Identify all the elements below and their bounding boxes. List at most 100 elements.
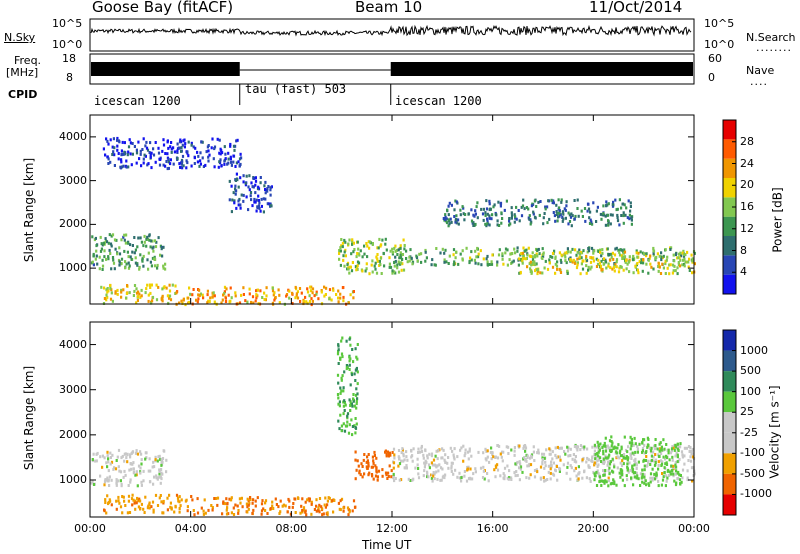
echo-cell — [678, 478, 682, 482]
echo-cell — [318, 497, 322, 500]
echo-cell — [254, 183, 257, 187]
echo-cell — [390, 469, 393, 473]
echo-cell — [258, 201, 261, 205]
echo-cell — [652, 267, 655, 271]
echo-cell — [121, 511, 124, 515]
echo-cell — [576, 448, 579, 452]
echo-cell — [596, 469, 599, 473]
nave-tick-top: 60 — [708, 52, 722, 65]
echo-cell — [488, 223, 491, 227]
echo-cell — [514, 251, 517, 255]
echo-cell — [628, 217, 631, 221]
echo-cell — [104, 153, 107, 157]
echo-cell — [524, 449, 527, 453]
echo-cell — [500, 455, 503, 459]
echo-cell — [307, 497, 310, 501]
echo-cell — [120, 257, 124, 261]
echo-cell — [160, 247, 163, 251]
echo-cell — [409, 479, 412, 482]
velocity-colorbar-segment — [723, 391, 736, 413]
echo-cell — [636, 255, 639, 259]
cpid-segment-1: icescan 1200 — [94, 94, 181, 108]
echo-cell — [355, 422, 358, 426]
echo-cell — [386, 450, 389, 454]
echo-cell — [181, 154, 185, 158]
echo-cell — [288, 289, 291, 293]
echo-cell — [587, 249, 591, 253]
echo-cell — [464, 451, 467, 455]
power-colorbar-label: 4 — [740, 265, 747, 279]
echo-cell — [185, 159, 188, 163]
echo-cell — [683, 446, 686, 450]
echo-cell — [569, 215, 573, 219]
echo-cell — [507, 452, 510, 455]
echo-cell — [672, 464, 675, 468]
echo-cell — [337, 296, 340, 300]
echo-cell — [459, 252, 462, 256]
echo-cell — [229, 299, 232, 303]
echo-cell — [131, 244, 134, 247]
echo-cell — [693, 251, 696, 255]
echo-cell — [265, 294, 268, 298]
echo-cell — [678, 264, 682, 268]
echo-cell — [610, 255, 613, 259]
echo-cell — [398, 256, 401, 260]
echo-cell — [427, 463, 431, 467]
echo-cell — [528, 476, 531, 480]
echo-cell — [593, 474, 597, 478]
echo-cell — [211, 137, 214, 141]
echo-cell — [239, 176, 242, 180]
echo-cell — [600, 259, 603, 263]
echo-cell — [674, 483, 678, 487]
echo-cell — [134, 507, 137, 511]
echo-cell — [567, 211, 570, 215]
echo-cell — [152, 508, 155, 512]
echo-cell — [677, 446, 680, 449]
echo-cell — [206, 145, 209, 149]
echo-cell — [162, 449, 165, 453]
echo-cell — [401, 447, 404, 451]
echo-cell — [619, 461, 622, 465]
echo-cell — [310, 297, 313, 301]
echo-cell — [129, 453, 132, 457]
echo-cell — [454, 256, 457, 260]
echo-cell — [352, 360, 355, 364]
echo-cell — [366, 255, 369, 259]
echo-cell — [230, 210, 233, 214]
echo-cell — [616, 446, 619, 450]
echo-cell — [159, 457, 162, 461]
echo-cell — [557, 198, 560, 202]
echo-cell — [581, 259, 584, 263]
echo-cell — [123, 150, 126, 154]
echo-cell — [185, 166, 188, 170]
echo-cell — [224, 300, 228, 303]
echo-cell — [155, 283, 158, 287]
echo-cell — [207, 149, 210, 153]
echo-cell — [510, 448, 513, 452]
echo-cell — [161, 511, 164, 515]
echo-cell — [430, 461, 433, 465]
echo-cell — [135, 301, 138, 305]
echo-cell — [309, 285, 312, 289]
echo-cell — [191, 293, 194, 297]
echo-cell — [161, 149, 164, 153]
echo-cell — [394, 255, 397, 259]
echo-cell — [622, 211, 625, 215]
echo-cell — [118, 140, 121, 144]
echo-cell — [381, 238, 384, 242]
echo-cell — [176, 496, 180, 500]
echo-cell — [496, 456, 500, 460]
echo-cell — [255, 289, 258, 293]
echo-cell — [628, 270, 631, 274]
echo-cell — [152, 460, 155, 464]
echo-cell — [562, 463, 565, 467]
echo-cell — [643, 473, 646, 477]
echo-cell — [366, 459, 369, 463]
echo-cell — [530, 263, 533, 267]
echo-cell — [680, 254, 683, 258]
echo-cell — [152, 245, 155, 249]
echo-cell — [104, 501, 107, 504]
echo-cell — [260, 197, 263, 201]
echo-cell — [571, 260, 574, 264]
echo-cell — [607, 223, 610, 227]
